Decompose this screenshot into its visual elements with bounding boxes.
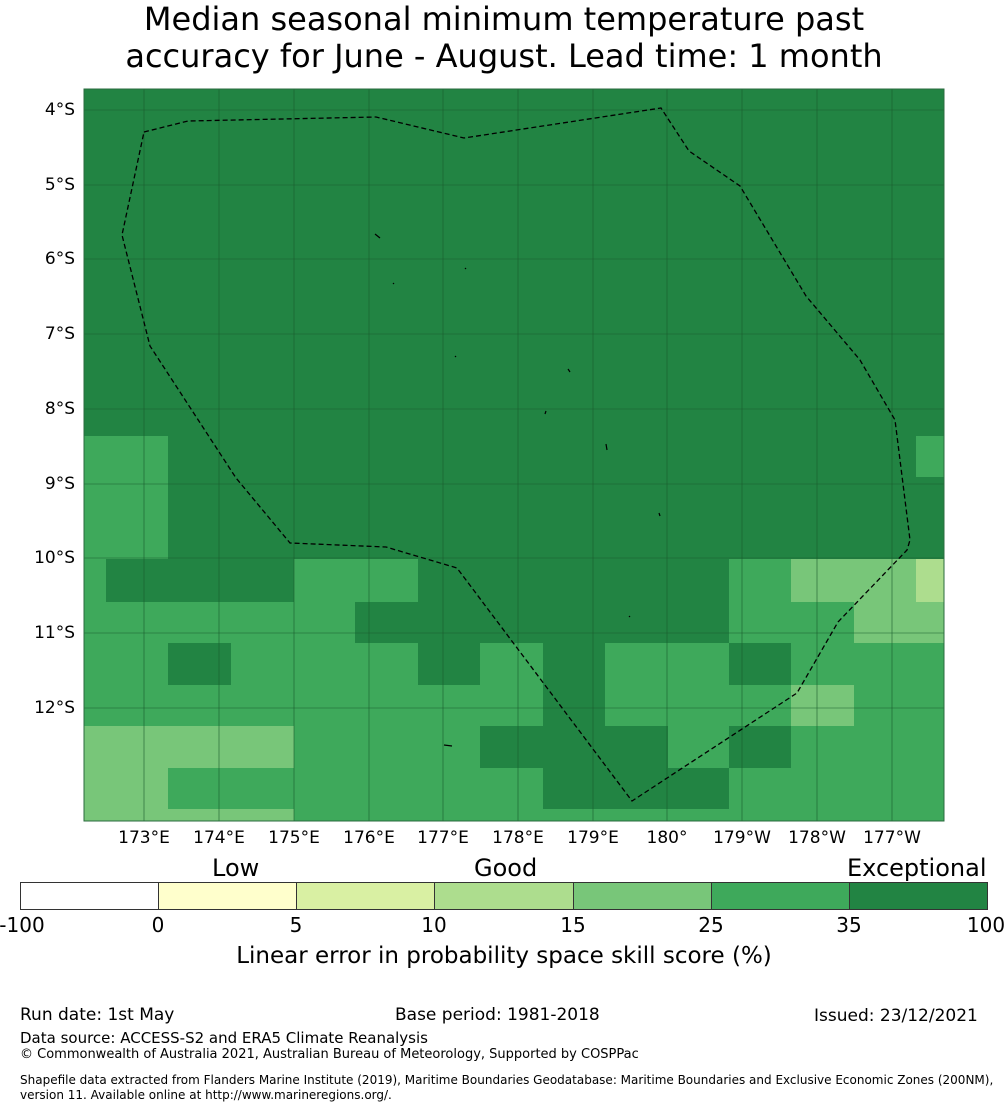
lon-label: 178°E xyxy=(492,828,544,848)
lon-label: 175°E xyxy=(268,828,320,848)
lon-label: 176°E xyxy=(343,828,395,848)
small-island-icon xyxy=(605,443,608,451)
colorbar-tick: -100 xyxy=(0,913,45,937)
data-source: Data source: ACCESS-S2 and ERA5 Climate … xyxy=(20,1029,428,1047)
colorbar-segment xyxy=(21,883,160,909)
skill-score-grid xyxy=(84,89,944,821)
lat-label: 6°S xyxy=(44,249,75,269)
shapefile-credit-line-2: version 11. Available online at http://w… xyxy=(20,1088,392,1102)
lon-label: 177°E xyxy=(417,828,469,848)
skill-cell xyxy=(106,559,294,602)
colorbar-segment xyxy=(297,883,436,909)
skill-cell xyxy=(355,602,729,643)
skill-cell xyxy=(418,559,729,602)
lon-label: 179°W xyxy=(713,828,771,848)
colorbar-segment xyxy=(159,883,298,909)
map-gridlines xyxy=(84,89,944,821)
lat-label: 4°S xyxy=(44,100,75,120)
category-exceptional: Exceptional xyxy=(847,854,987,882)
colorbar-tick: 5 xyxy=(289,913,303,937)
lat-label: 10°S xyxy=(34,548,75,568)
colorbar-segment xyxy=(711,883,850,909)
skill-cell xyxy=(791,685,854,726)
small-island-icon xyxy=(464,267,467,270)
colorbar-tick: 0 xyxy=(151,913,165,937)
islands xyxy=(374,233,661,747)
skill-cell xyxy=(84,768,168,821)
colorbar-segment xyxy=(573,883,712,909)
small-island-icon xyxy=(567,368,571,373)
shapefile-credit-line-1: Shapefile data extracted from Flanders M… xyxy=(20,1073,994,1087)
copyright: © Commonwealth of Australia 2021, Austra… xyxy=(20,1047,639,1062)
skill-cell xyxy=(543,768,729,809)
small-island-icon xyxy=(392,282,395,285)
skill-cell xyxy=(791,559,916,602)
lon-label: 178°W xyxy=(788,828,846,848)
skill-cell xyxy=(168,809,294,821)
skill-cell xyxy=(729,643,791,685)
lon-label: 179°E xyxy=(567,828,619,848)
category-low: Low xyxy=(212,854,260,882)
skill-cell xyxy=(168,643,231,685)
lon-label: 173°E xyxy=(118,828,170,848)
colorbar xyxy=(20,882,988,910)
skill-cell xyxy=(84,436,168,559)
skill-cell xyxy=(916,436,944,477)
lat-label: 9°S xyxy=(44,474,75,494)
skill-cell xyxy=(84,726,294,768)
issued-date: Issued: 23/12/2021 xyxy=(814,1006,978,1026)
skill-cell xyxy=(418,643,480,685)
skill-cell xyxy=(729,726,791,768)
skill-score-map xyxy=(83,88,945,822)
colorbar-segment xyxy=(435,883,574,909)
colorbar-segment xyxy=(849,883,987,909)
colorbar-title: Linear error in probability space skill … xyxy=(236,943,772,969)
colorbar-tick: 10 xyxy=(421,913,447,937)
lon-label: 177°W xyxy=(863,828,921,848)
lat-label: 12°S xyxy=(34,698,75,718)
small-island-icon xyxy=(658,512,661,517)
colorbar-tick: 15 xyxy=(560,913,586,937)
run-date: Run date: 1st May xyxy=(20,1005,175,1025)
colorbar-tick: 25 xyxy=(698,913,724,937)
colorbar-tick: 100 xyxy=(966,913,1006,937)
lat-label: 11°S xyxy=(34,623,75,643)
skill-cell xyxy=(480,726,668,768)
map-title-line-1: Median seasonal minimum temperature past xyxy=(143,0,865,38)
lon-label: 180° xyxy=(646,828,688,848)
base-period: Base period: 1981-2018 xyxy=(395,1005,600,1025)
lat-label: 5°S xyxy=(44,175,75,195)
eez-boundary xyxy=(121,107,911,802)
lat-label: 8°S xyxy=(44,399,75,419)
skill-cell xyxy=(543,643,605,685)
lat-label: 7°S xyxy=(44,324,75,344)
map-title-line-2: accuracy for June - August. Lead time: 1… xyxy=(125,37,883,75)
skill-cell xyxy=(543,685,605,726)
category-good: Good xyxy=(474,854,538,882)
small-island-icon xyxy=(374,233,381,239)
skill-cell xyxy=(854,602,944,643)
skill-cell xyxy=(916,559,944,602)
colorbar-tick: 35 xyxy=(836,913,862,937)
small-island-icon xyxy=(628,615,631,618)
small-island-icon xyxy=(443,744,453,747)
lon-label: 174°E xyxy=(193,828,245,848)
small-island-icon xyxy=(454,355,457,358)
small-island-icon xyxy=(544,410,547,415)
map-frame xyxy=(83,88,945,822)
